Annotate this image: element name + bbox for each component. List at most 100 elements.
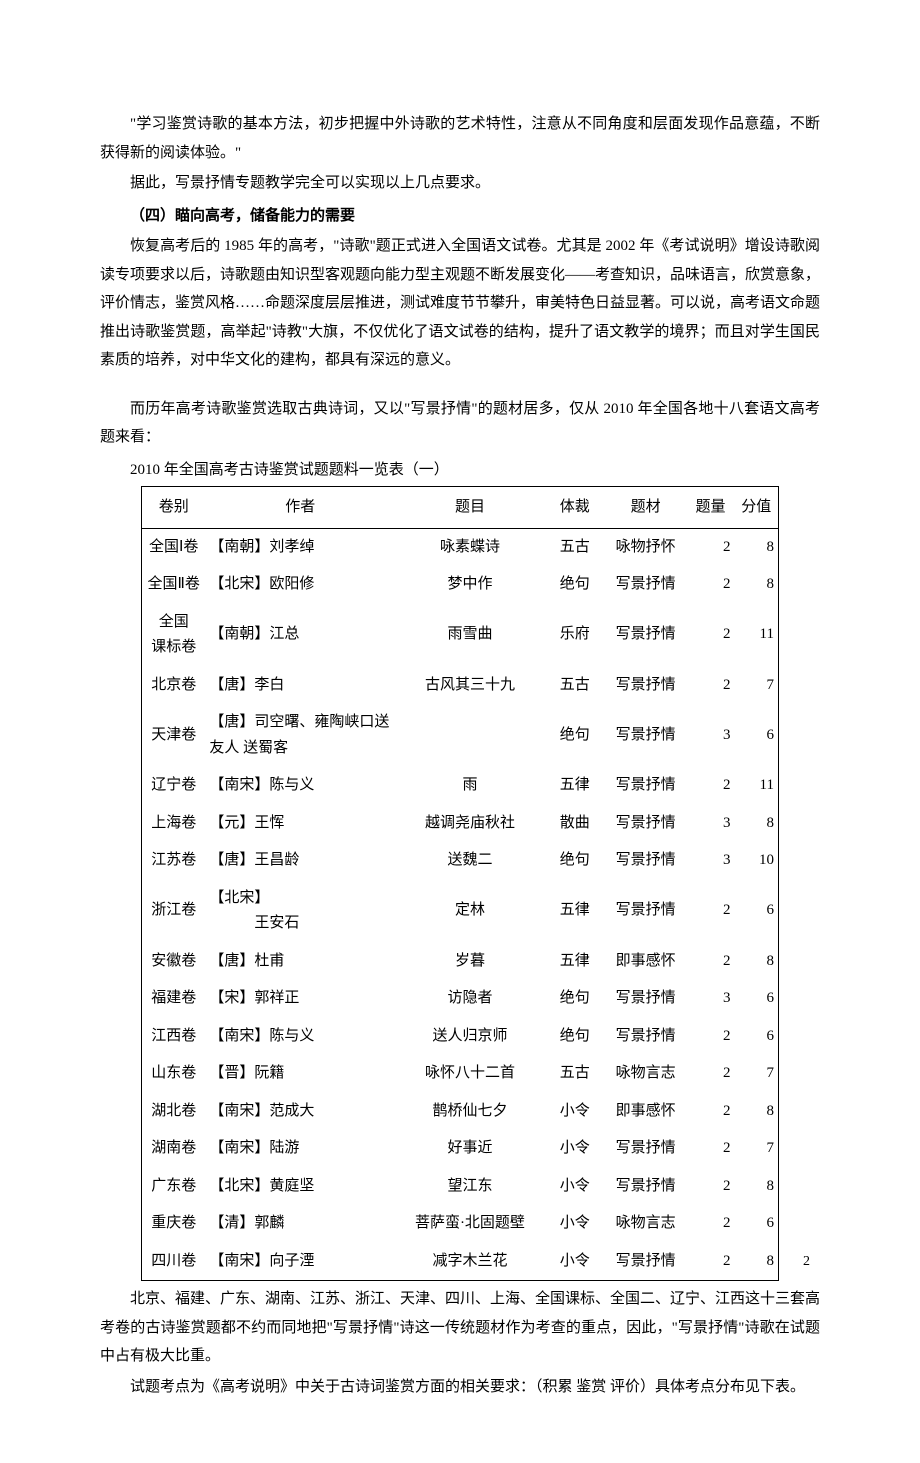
table-cell: 全国Ⅰ卷 <box>142 528 206 566</box>
table-cell: 咏物言志 <box>605 1205 687 1243</box>
table-cell: 绝句 <box>545 980 605 1018</box>
table-cell: 2 <box>687 1018 735 1056</box>
table-cell: 8 <box>735 1168 779 1206</box>
table-cell: 绝句 <box>545 704 605 767</box>
table-cell: 咏物言志 <box>605 1055 687 1093</box>
table-cell: 2 <box>687 667 735 705</box>
table-cell: 小令 <box>545 1130 605 1168</box>
table-row: 天津卷【唐】司空曙、雍陶峡口送友人 送蜀客绝句写景抒情36 <box>142 704 779 767</box>
table-row: 江苏卷【唐】王昌龄送魏二绝句写景抒情310 <box>142 842 779 880</box>
table-cell: 写景抒情 <box>605 1130 687 1168</box>
table-cell: 8 <box>735 1093 779 1131</box>
table-cell: 写景抒情 <box>605 667 687 705</box>
table-cell: 上海卷 <box>142 805 206 843</box>
table-cell: 3 <box>687 805 735 843</box>
table-cell: 2 <box>687 1168 735 1206</box>
th-form: 体裁 <box>545 487 605 529</box>
page-number: 2 <box>803 1249 810 1276</box>
table-cell: 8 <box>735 943 779 981</box>
table-cell: 7 <box>735 667 779 705</box>
table-cell: 7 <box>735 1130 779 1168</box>
table-cell: 咏素蝶诗 <box>395 528 545 566</box>
table-cell: 6 <box>735 704 779 767</box>
table-caption: 2010 年全国高考古诗鉴赏试题题料一览表（一） <box>100 456 820 485</box>
table-cell: 3 <box>687 704 735 767</box>
table-cell: 【唐】王昌龄 <box>205 842 395 880</box>
table-cell: 小令 <box>545 1205 605 1243</box>
table-cell: 湖南卷 <box>142 1130 206 1168</box>
table-cell: 【南宋】向子湮 <box>205 1243 395 1281</box>
table-cell <box>395 704 545 767</box>
table-cell: 咏怀八十二首 <box>395 1055 545 1093</box>
table-cell: 【北宋】欧阳修 <box>205 566 395 604</box>
table-cell: 五律 <box>545 943 605 981</box>
table-row: 全国Ⅰ卷【南朝】刘孝绰咏素蝶诗五古咏物抒怀28 <box>142 528 779 566</box>
table-cell: 广东卷 <box>142 1168 206 1206</box>
table-cell: 五古 <box>545 528 605 566</box>
table-cell: 【南朝】刘孝绰 <box>205 528 395 566</box>
table-cell: 【南宋】陆游 <box>205 1130 395 1168</box>
table-row: 全国 课标卷【南朝】江总雨雪曲乐府写景抒情211 <box>142 604 779 667</box>
table-cell: 北京卷 <box>142 667 206 705</box>
table-cell: 2 <box>687 880 735 943</box>
table-cell: 山东卷 <box>142 1055 206 1093</box>
table-cell: 2 <box>687 1243 735 1281</box>
table-cell: 五律 <box>545 880 605 943</box>
table-cell: 8 <box>735 528 779 566</box>
table-cell: 写景抒情 <box>605 704 687 767</box>
table-cell: 11 <box>735 604 779 667</box>
table-cell: 10 <box>735 842 779 880</box>
table-cell: 写景抒情 <box>605 1243 687 1281</box>
table-cell: 2 <box>687 1130 735 1168</box>
table-cell: 3 <box>687 842 735 880</box>
th-author: 作者 <box>205 487 395 529</box>
table-cell: 2 <box>687 1093 735 1131</box>
table-cell: 古风其三十九 <box>395 667 545 705</box>
table-cell: 2 <box>687 1205 735 1243</box>
table-cell: 散曲 <box>545 805 605 843</box>
table-cell: 写景抒情 <box>605 980 687 1018</box>
table-cell: 浙江卷 <box>142 880 206 943</box>
table-cell: 写景抒情 <box>605 1168 687 1206</box>
table-cell: 6 <box>735 980 779 1018</box>
table-cell: 访隐者 <box>395 980 545 1018</box>
table-row: 上海卷【元】王恽越调尧庙秋社散曲写景抒情38 <box>142 805 779 843</box>
table-cell: 【南朝】江总 <box>205 604 395 667</box>
table-row: 广东卷【北宋】黄庭坚望江东小令写景抒情28 <box>142 1168 779 1206</box>
table-row: 江西卷【南宋】陈与义送人归京师绝句写景抒情26 <box>142 1018 779 1056</box>
table-row: 辽宁卷【南宋】陈与义雨五律写景抒情211 <box>142 767 779 805</box>
table-row: 安徽卷【唐】杜甫岁暮五律即事感怀28 <box>142 943 779 981</box>
table-row: 全国Ⅱ卷【北宋】欧阳修梦中作绝句写景抒情28 <box>142 566 779 604</box>
table-cell: 【南宋】陈与义 <box>205 767 395 805</box>
table-cell: 6 <box>735 1205 779 1243</box>
table-cell: 福建卷 <box>142 980 206 1018</box>
table-cell: 菩萨蛮·北固题壁 <box>395 1205 545 1243</box>
paragraph-1: "学习鉴赏诗歌的基本方法，初步把握中外诗歌的艺术特性，注意从不同角度和层面发现作… <box>100 110 820 167</box>
table-cell: 小令 <box>545 1168 605 1206</box>
table-cell: 写景抒情 <box>605 880 687 943</box>
table-cell: 8 <box>735 805 779 843</box>
table-cell: 【唐】李白 <box>205 667 395 705</box>
table-cell: 2 <box>687 1055 735 1093</box>
table-cell: 绝句 <box>545 566 605 604</box>
table-cell: 雨雪曲 <box>395 604 545 667</box>
table-row: 北京卷【唐】李白古风其三十九五古写景抒情27 <box>142 667 779 705</box>
table-row: 浙江卷【北宋】 王安石定林五律写景抒情26 <box>142 880 779 943</box>
table-cell: 小令 <box>545 1093 605 1131</box>
table-cell: 【北宋】 王安石 <box>205 880 395 943</box>
table-cell: 雨 <box>395 767 545 805</box>
table-cell: 好事近 <box>395 1130 545 1168</box>
table-cell: 即事感怀 <box>605 943 687 981</box>
table-cell: 11 <box>735 767 779 805</box>
section-heading: （四）瞄向高考，储备能力的需要 <box>100 202 820 231</box>
table-cell: 江西卷 <box>142 1018 206 1056</box>
th-title: 题目 <box>395 487 545 529</box>
table-cell: 2 <box>687 943 735 981</box>
table-cell: 乐府 <box>545 604 605 667</box>
table-cell: 【晋】阮籍 <box>205 1055 395 1093</box>
table-header-row: 卷别 作者 题目 体裁 题材 题量 分值 <box>142 487 779 529</box>
table-cell: 全国Ⅱ卷 <box>142 566 206 604</box>
table-cell: 6 <box>735 880 779 943</box>
table-cell: 2 <box>687 767 735 805</box>
table-cell: 岁暮 <box>395 943 545 981</box>
